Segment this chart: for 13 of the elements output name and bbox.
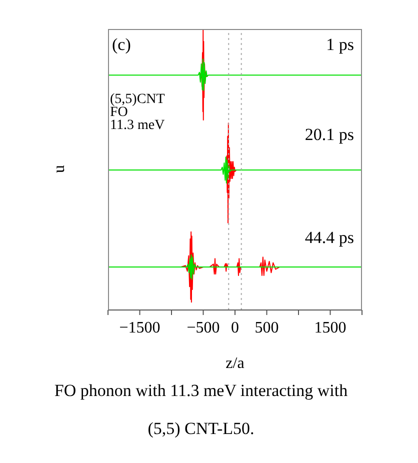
- text: FO phonon with 11.3 meV interacting with (5,5) CNT-L50.: [53, 380, 349, 440]
- annotation: 20.1 ps: [304, 125, 354, 145]
- annotation: (c): [112, 35, 131, 55]
- annotation: (5,5)CNT FO 11.3 meV: [110, 92, 165, 133]
- annotation: 44.4 ps: [304, 228, 354, 248]
- x-tick-label: 500: [254, 319, 279, 336]
- x-tick-label: 0: [231, 319, 239, 336]
- y-axis-title: u: [51, 164, 69, 172]
- x-tick-label: −1500: [119, 319, 160, 336]
- x-tick-label: −500: [186, 319, 220, 336]
- x-axis-title: z/a: [226, 355, 244, 372]
- x-tick-label: 1500: [314, 319, 346, 336]
- annotation: 1 ps: [326, 35, 354, 55]
